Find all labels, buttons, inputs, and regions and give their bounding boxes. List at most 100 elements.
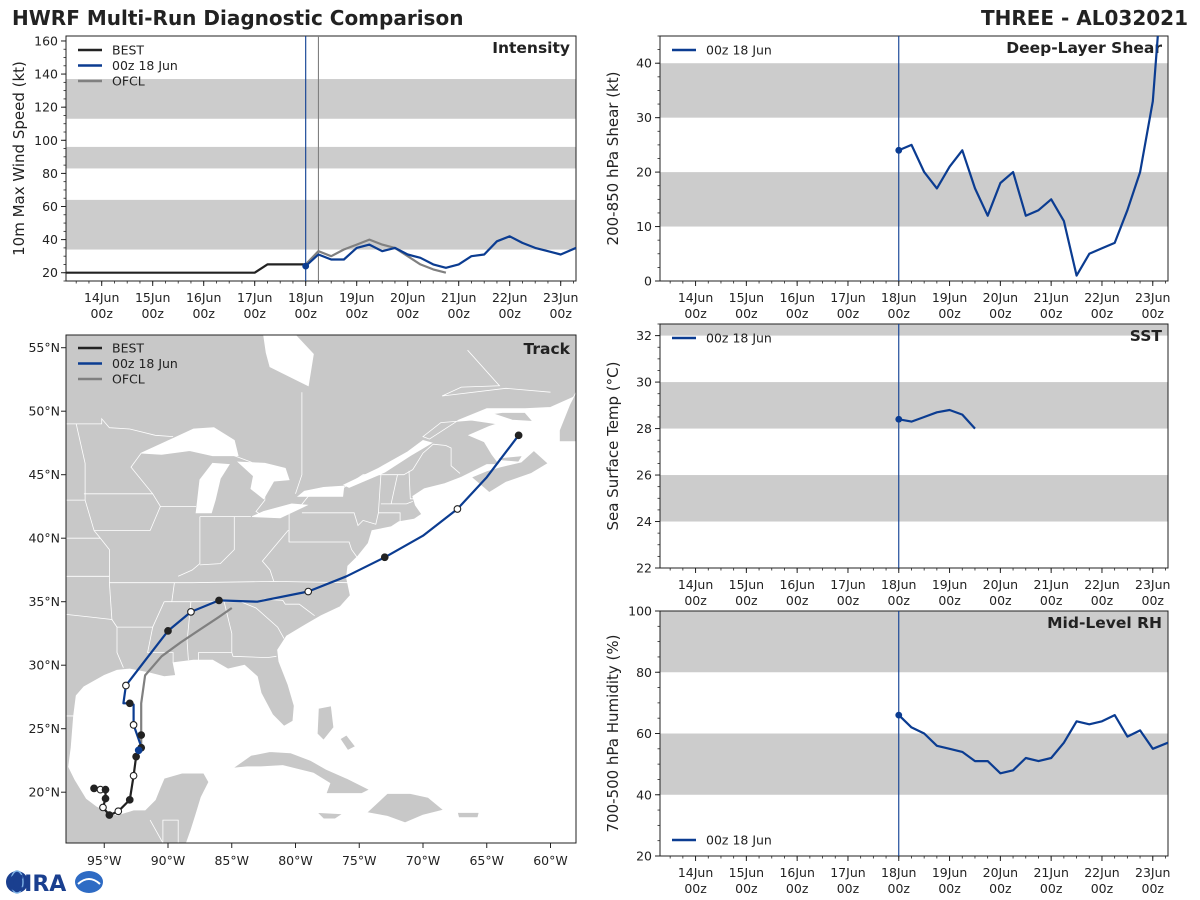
newfoundland-land <box>559 392 576 443</box>
admin-boundary <box>234 443 461 518</box>
hispaniola-land <box>366 793 445 824</box>
track-point-run <box>304 587 313 596</box>
intensity-line-ofcl <box>304 238 447 274</box>
rh-legend-label: 00z 18 Jun <box>706 833 772 848</box>
intensity-band <box>66 146 576 169</box>
logo-swoosh-icon <box>77 878 101 885</box>
track-panel: 95°W 90°W 85°W 80°W 75°W 70°W 65°W 60°W 20°N 25°N… <box>28 334 577 868</box>
rh-xtick-hour: 00z <box>684 881 707 896</box>
track-lon-label: 70°W <box>406 853 441 868</box>
shear-xtick-hour: 00z <box>837 306 860 321</box>
track-legend-label: OFCL <box>112 372 145 387</box>
track-title: Track <box>524 340 571 358</box>
rh-xtick-hour: 00z <box>735 881 758 896</box>
sst-panel: 22242628303214Jun00z15Jun00z16Jun00z17Ju… <box>604 323 1170 608</box>
sst-xtick-hour: 00z <box>1091 593 1114 608</box>
sst-line-run <box>898 408 976 430</box>
rh-xtick-date: 20Jun <box>983 865 1018 880</box>
logo-meridian-icon <box>10 870 24 894</box>
intensity-band <box>66 79 576 119</box>
track-frame <box>65 334 577 844</box>
shear-ytick-label: 40 <box>636 56 652 71</box>
intensity-init-point <box>302 262 310 270</box>
rh-ytick-label: 60 <box>636 726 652 741</box>
rh-band <box>660 733 1168 795</box>
intensity-xtick-hour: 00z <box>90 306 113 321</box>
sst-ytick-label: 26 <box>636 468 652 483</box>
rh-init-point <box>895 711 903 719</box>
cira-logo: CIRA <box>6 870 103 897</box>
admin-boundary <box>130 452 161 531</box>
logo-satellite-icon <box>75 871 103 893</box>
track-point-run <box>215 596 223 605</box>
intensity-band <box>66 199 576 250</box>
puerto-rico-land <box>456 812 480 818</box>
rh-xtick-date: 21Jun <box>1033 865 1068 880</box>
logo-text: CIRA <box>8 872 66 897</box>
sst-legend-label: 00z 18 Jun <box>706 331 772 346</box>
rh-xtick-date: 23Jun <box>1135 865 1170 880</box>
shear-xtick-date: 19Jun <box>932 290 967 305</box>
shear-xtick-hour: 00z <box>888 306 911 321</box>
rh-xtick-hour: 00z <box>989 881 1012 896</box>
lake-superior <box>141 427 239 457</box>
track-point-run <box>380 553 389 562</box>
rh-xtick-hour: 00z <box>837 881 860 896</box>
cuba-land <box>231 751 371 794</box>
track-point-best <box>101 794 110 803</box>
track-lat-label: 20°N <box>28 785 60 800</box>
track-point-run <box>122 681 130 690</box>
shear-legend-label: 00z 18 Jun <box>706 43 772 58</box>
track-lat-label: 50°N <box>28 404 60 419</box>
rh-xtick-date: 14Jun <box>678 865 713 880</box>
admin-boundary <box>171 582 175 602</box>
track-lat-label: 45°N <box>28 467 60 482</box>
intensity-ytick-label: 120 <box>34 100 58 115</box>
intensity-xtick-hour: 00z <box>192 306 215 321</box>
intensity-line-run <box>304 235 576 269</box>
admin-boundary <box>295 392 303 494</box>
track-lat-label: 40°N <box>28 531 60 546</box>
sst-ytick-label: 22 <box>636 561 652 576</box>
sst-ylabel: Sea Surface Temp (°C) <box>604 361 622 530</box>
shear-series-group <box>895 36 1159 277</box>
rh-panel: 2040608010014Jun00z15Jun00z16Jun00z17Jun… <box>604 604 1170 897</box>
track-legend-label: BEST <box>112 341 144 356</box>
admin-boundary <box>84 499 110 577</box>
sst-band <box>660 475 1168 522</box>
rh-line-run <box>898 713 1168 775</box>
shear-band <box>660 63 1168 118</box>
track-lat-label: 55°N <box>28 340 60 355</box>
sst-xtick-hour: 00z <box>989 593 1012 608</box>
shear-xtick-hour: 00z <box>1040 306 1063 321</box>
rh-xtick-hour: 00z <box>1040 881 1063 896</box>
shear-xtick-date: 15Jun <box>729 290 764 305</box>
track-lon-label: 90°W <box>151 853 186 868</box>
track-point-best <box>90 784 98 793</box>
intensity-ytick-label: 160 <box>34 33 58 48</box>
admin-boundary <box>152 601 165 628</box>
sst-ytick-label: 28 <box>636 421 652 436</box>
intensity-xtick-date: 16Jun <box>186 290 221 305</box>
sst-init-point <box>895 415 903 423</box>
intensity-xtick-hour: 00z <box>396 306 419 321</box>
rh-ytick-label: 20 <box>636 849 652 864</box>
shear-xtick-date: 14Jun <box>678 290 713 305</box>
track-point-best <box>132 752 140 761</box>
storm-id-title: THREE - AL032021 <box>981 6 1188 30</box>
intensity-xtick-date: 19Jun <box>339 290 374 305</box>
track-point-ofcl <box>137 731 146 739</box>
admin-boundary <box>66 423 86 501</box>
rh-xtick-date: 17Jun <box>830 865 865 880</box>
intensity-xtick-date: 17Jun <box>237 290 272 305</box>
track-point-run <box>514 431 523 440</box>
rh-xtick-date: 18Jun <box>881 865 916 880</box>
shear-xtick-hour: 00z <box>1142 306 1165 321</box>
track-lon-label: 80°W <box>278 853 313 868</box>
sst-series-group <box>895 408 976 430</box>
rh-xtick-hour: 00z <box>938 881 961 896</box>
sst-band <box>660 324 1168 336</box>
shear-xtick-date: 21Jun <box>1033 290 1068 305</box>
track-map-group <box>66 335 576 843</box>
sst-xtick-hour: 00z <box>735 593 758 608</box>
